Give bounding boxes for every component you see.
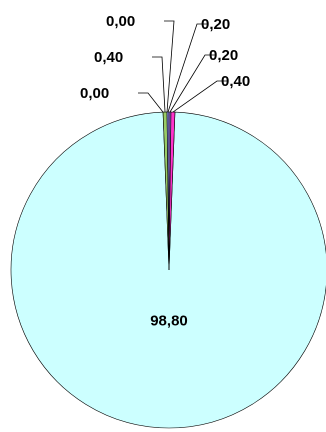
- slice-label-6: 0,40: [221, 73, 250, 90]
- leader-lines: [138, 20, 227, 113]
- slice-label-1: 0,00: [80, 85, 109, 102]
- leader-line-6: [172, 80, 227, 113]
- slice-labels: 98,80 0,00 0,40 0,00 0,20 0,20 0,40: [80, 13, 250, 329]
- leader-line-1: [138, 92, 164, 113]
- leader-line-4: [167, 23, 207, 113]
- leader-line-2: [152, 56, 166, 113]
- pie-slices: [10, 111, 326, 429]
- leader-line-3: [164, 20, 175, 113]
- slice-label-0: 98,80: [150, 312, 188, 329]
- leader-line-5: [169, 54, 215, 113]
- slice-label-5: 0,20: [209, 47, 238, 64]
- slice-label-4: 0,20: [201, 16, 230, 33]
- slice-label-3: 0,00: [106, 13, 135, 30]
- slice-label-2: 0,40: [94, 49, 123, 66]
- pie-slice-0: [10, 111, 326, 429]
